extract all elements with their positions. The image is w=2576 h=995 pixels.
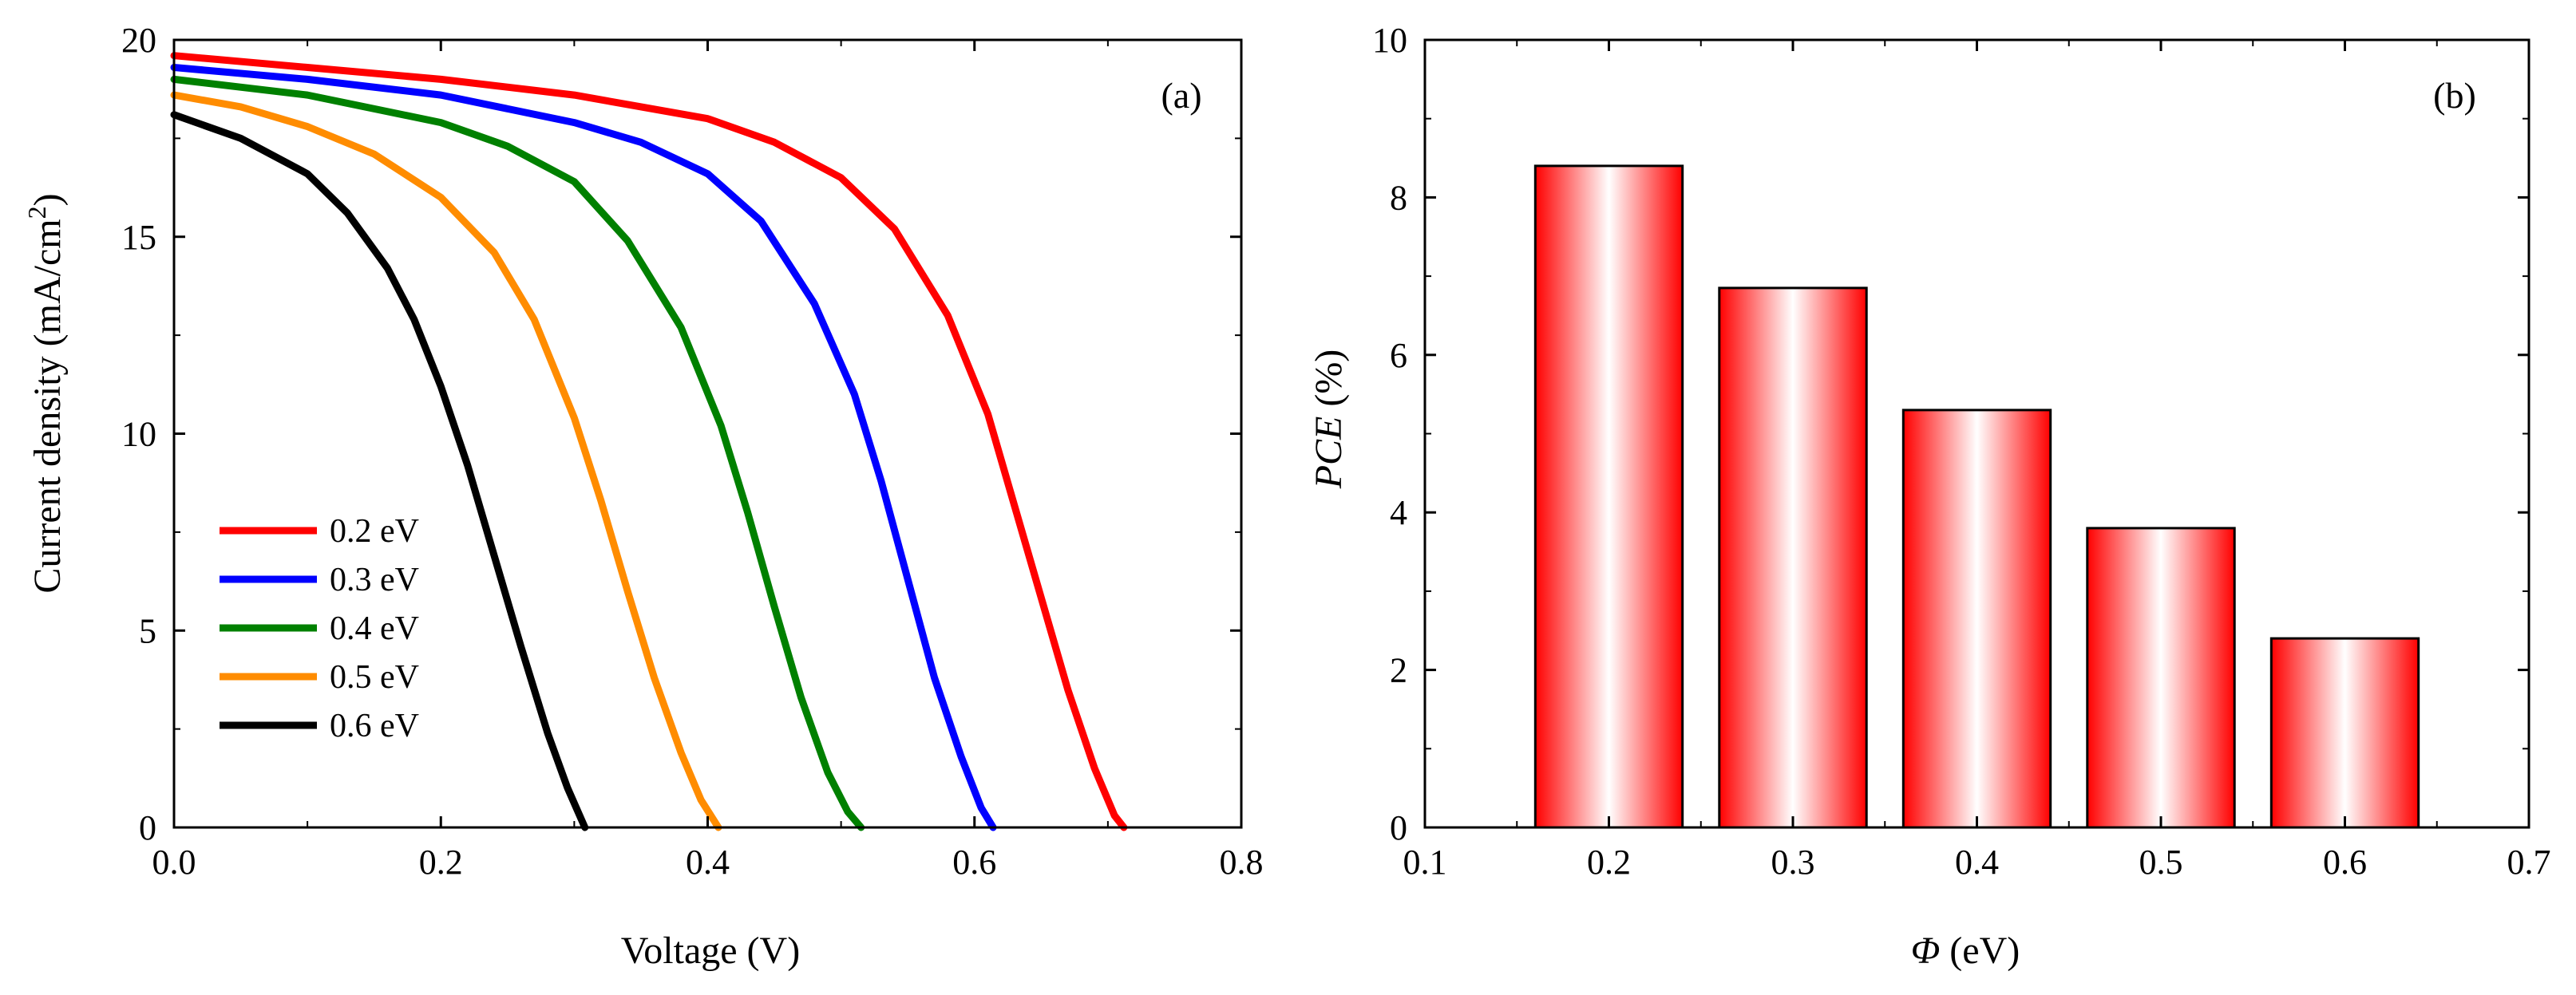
panel-b-x-tick-label: 0.1	[1403, 843, 1447, 882]
series-line-0_6-eV	[170, 111, 589, 831]
series-line-0_2-eV	[170, 52, 1128, 831]
panel-a-x-tick-label: 0.0	[152, 843, 196, 882]
series-line-0_5-eV	[170, 91, 722, 831]
panel-a-y-axis-label: Current density (mA/cm2)	[22, 193, 69, 593]
panel-b-x-axis-unit: (eV)	[1940, 930, 2020, 972]
panel-b-bars-group	[1533, 164, 2420, 829]
legend-label-1: 0.3 eV	[330, 562, 419, 598]
panel-b-y-tick-label: 6	[1390, 336, 1407, 375]
panel-b-y-tick-label: 10	[1372, 21, 1407, 60]
panel-b-tag: (b)	[2433, 75, 2476, 116]
panel-b-y-tick-label: 4	[1390, 493, 1407, 532]
panel-a-x-tick-label: 0.6	[952, 843, 996, 882]
bar-0.6	[2269, 637, 2420, 829]
panel-a-x-axis-label: Voltage (V)	[621, 930, 800, 972]
panel-b-y-axis-label: PCE (%)	[1308, 349, 1350, 490]
panel-a-y-tick-label: 20	[121, 21, 156, 60]
panel-b-y-axis-symbol: PCE	[1308, 417, 1350, 490]
legend-label-0: 0.2 eV	[330, 513, 419, 550]
bar-0.2	[1533, 164, 1684, 829]
panel-b-axes: 0.1 0.2 0.3 0.4 0.5 0.6 0.7 0 2 4 6 8 10	[1372, 21, 2551, 882]
panel-b-x-axis-label: Φ (eV)	[1911, 930, 2020, 972]
legend-label-4: 0.6 eV	[330, 708, 419, 744]
panel-b-x-tick-label: 0.3	[1771, 843, 1815, 882]
panel-a-x-tick-label: 0.4	[686, 843, 730, 882]
panel-a-y-axis-label-main: Current density (mA/cm	[26, 219, 69, 593]
panel-b-y-tick-label: 2	[1390, 651, 1407, 690]
bar-0.5	[2086, 527, 2236, 829]
legend-label-3: 0.5 eV	[330, 659, 419, 696]
panel-a-x-tick-label: 0.8	[1220, 843, 1264, 882]
panel-a-y-axis-label-end: )	[26, 193, 69, 206]
panel-b-x-tick-label: 0.7	[2507, 843, 2551, 882]
panel-b-x-tick-label: 0.5	[2139, 843, 2183, 882]
panel-a-y-tick-label: 15	[121, 218, 156, 257]
bar-0.4	[1901, 409, 2052, 829]
panel-b-x-tick-label: 0.4	[1955, 843, 1999, 882]
series-line-0_3-eV	[170, 64, 997, 831]
legend-label-2: 0.4 eV	[330, 610, 419, 647]
panel-b-x-tick-label: 0.2	[1587, 843, 1631, 882]
panel-a-y-tick-label: 10	[121, 415, 156, 454]
panel-a-series-group	[170, 52, 1128, 831]
panel-b-y-tick-label: 0	[1390, 808, 1407, 847]
panel-a-tag: (a)	[1161, 75, 1201, 116]
series-line-0_4-eV	[170, 75, 865, 831]
panel-a-y-tick-label: 0	[139, 808, 156, 847]
panel-b-x-axis-symbol: Φ	[1911, 930, 1941, 972]
panel-b-y-axis-unit: (%)	[1308, 349, 1350, 417]
panel-a-y-axis-label-sup: 2	[22, 206, 51, 219]
panel-b-y-tick-label: 8	[1390, 178, 1407, 217]
panel-a-axes: 0.0 0.2 0.4 0.6 0.8 0 5 10 15 20	[121, 21, 1264, 882]
panel-a-legend: 0.2 eV 0.3 eV 0.4 eV 0.5 eV 0.6 eV	[220, 513, 419, 744]
panel-a-x-tick-label: 0.2	[419, 843, 463, 882]
panel-b-x-tick-label: 0.6	[2323, 843, 2367, 882]
panel-a-y-tick-label: 5	[139, 611, 156, 650]
bar-0.3	[1718, 286, 1868, 829]
